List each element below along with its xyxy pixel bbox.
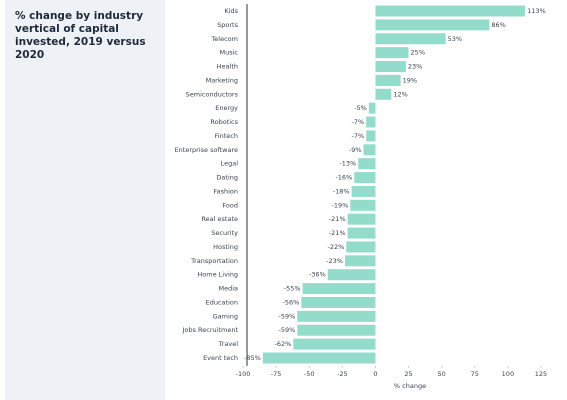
- x-tick-label: 125: [535, 370, 547, 378]
- side-panel: % change by industry vertical of capital…: [5, 0, 165, 400]
- bar: [366, 130, 376, 142]
- value-label: -59%: [279, 326, 296, 334]
- bar: [346, 241, 376, 253]
- y-tick-label: Legal: [221, 160, 239, 168]
- bar: [327, 269, 376, 281]
- x-tick-label: -50: [304, 370, 315, 378]
- value-label: 86%: [491, 21, 505, 29]
- bar: [375, 88, 392, 100]
- y-tick-label: Dating: [216, 174, 238, 182]
- value-label: -62%: [275, 340, 292, 348]
- value-label: 23%: [408, 63, 422, 71]
- y-tick-label: Energy: [215, 104, 238, 112]
- y-tick-label: Telecom: [210, 35, 238, 43]
- x-tick-label: 25: [404, 370, 412, 378]
- y-tick-label: Fashion: [213, 187, 238, 195]
- bar: [375, 47, 409, 59]
- y-tick-label: Home Living: [197, 271, 238, 279]
- bar: [368, 102, 376, 114]
- bar: [375, 61, 406, 73]
- y-tick-label: Gaming: [213, 312, 238, 320]
- bar: [297, 310, 376, 322]
- y-tick-label: Music: [220, 49, 239, 57]
- value-label: -21%: [329, 215, 346, 223]
- x-axis-label: % change: [394, 382, 426, 390]
- x-tick-label: -75: [271, 370, 282, 378]
- bar: [354, 172, 376, 184]
- value-label: -21%: [329, 229, 346, 237]
- value-label: -7%: [352, 118, 365, 126]
- value-label: 19%: [403, 76, 417, 84]
- value-label: -85%: [244, 354, 261, 362]
- value-label: -19%: [331, 201, 348, 209]
- y-tick-label: Semiconductors: [186, 90, 239, 98]
- y-tick-label: Education: [206, 298, 238, 306]
- bar: [293, 338, 376, 350]
- bar: [302, 283, 376, 295]
- x-tick-label: -100: [236, 370, 251, 378]
- bar: [366, 116, 376, 128]
- value-label: 113%: [527, 7, 546, 15]
- y-tick-label: Marketing: [206, 76, 238, 84]
- x-tick-label: -25: [337, 370, 348, 378]
- bar: [262, 352, 376, 364]
- bar: [375, 33, 446, 45]
- x-tick-label: 75: [471, 370, 479, 378]
- value-label: -9%: [349, 146, 362, 154]
- y-tick-label: Media: [218, 285, 238, 293]
- value-label: 25%: [411, 49, 425, 57]
- value-label: -55%: [284, 285, 301, 293]
- bar: [351, 185, 376, 197]
- x-tick-label: 50: [438, 370, 446, 378]
- x-tick-label: 0: [373, 370, 377, 378]
- bar: [297, 324, 376, 336]
- bar: [347, 213, 376, 225]
- bar: [375, 5, 526, 17]
- chart-title: % change by industry vertical of capital…: [15, 10, 146, 61]
- bar: [358, 158, 376, 170]
- bar: [375, 19, 490, 31]
- y-tick-label: Event tech: [203, 354, 238, 362]
- value-label: -56%: [282, 298, 299, 306]
- bar: [350, 199, 376, 211]
- value-label: 12%: [393, 90, 407, 98]
- y-tick-label: Sports: [217, 21, 238, 29]
- y-tick-label: Security: [211, 229, 238, 237]
- bar: [363, 144, 376, 156]
- bar: [347, 227, 376, 239]
- value-label: 53%: [448, 35, 462, 43]
- y-tick-label: Health: [217, 63, 238, 71]
- y-tick-label: Hosting: [213, 243, 238, 251]
- value-label: -16%: [335, 174, 352, 182]
- bar: [375, 74, 401, 86]
- value-label: -18%: [333, 187, 350, 195]
- bar: [344, 255, 376, 267]
- y-tick-label: Enterprise software: [175, 146, 238, 154]
- y-tick-label: Jobs Recruitment: [182, 326, 239, 334]
- y-tick-label: Kids: [224, 7, 238, 15]
- value-label: -59%: [279, 312, 296, 320]
- y-tick-label: Robotics: [210, 118, 238, 126]
- value-label: -23%: [326, 257, 343, 265]
- bar: [301, 296, 376, 308]
- y-tick-label: Fintech: [215, 132, 238, 140]
- y-tick-label: Transportation: [190, 257, 238, 265]
- value-label: -36%: [309, 271, 326, 279]
- value-label: -5%: [354, 104, 367, 112]
- y-tick-label: Real estate: [201, 215, 238, 223]
- x-tick-label: 100: [502, 370, 514, 378]
- value-label: -22%: [328, 243, 345, 251]
- y-tick-label: Travel: [218, 340, 239, 348]
- y-tick-label: Food: [222, 201, 238, 209]
- value-label: -7%: [352, 132, 365, 140]
- value-label: -13%: [339, 160, 356, 168]
